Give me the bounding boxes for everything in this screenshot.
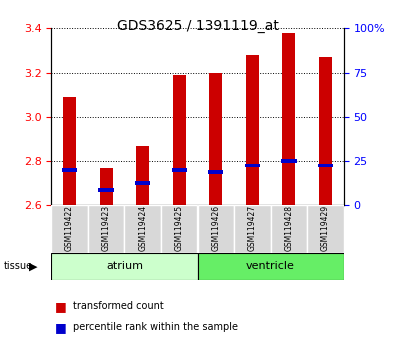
Bar bbox=[98, 188, 114, 192]
Text: GSM119427: GSM119427 bbox=[248, 205, 257, 251]
Text: GSM119423: GSM119423 bbox=[102, 205, 111, 251]
Text: ■: ■ bbox=[55, 321, 67, 334]
Bar bbox=[171, 168, 187, 172]
Bar bbox=[245, 164, 260, 167]
Text: GSM119429: GSM119429 bbox=[321, 205, 330, 251]
Text: GSM119422: GSM119422 bbox=[65, 205, 74, 251]
Text: GSM119428: GSM119428 bbox=[284, 205, 293, 251]
Text: GDS3625 / 1391119_at: GDS3625 / 1391119_at bbox=[117, 19, 278, 34]
Text: GSM119425: GSM119425 bbox=[175, 205, 184, 251]
Bar bbox=[63, 97, 76, 205]
Bar bbox=[62, 168, 77, 172]
Text: percentile rank within the sample: percentile rank within the sample bbox=[73, 322, 238, 332]
Bar bbox=[100, 168, 113, 205]
Bar bbox=[281, 159, 297, 163]
Bar bbox=[282, 33, 295, 205]
Bar bbox=[161, 205, 198, 253]
Bar bbox=[319, 57, 332, 205]
Bar bbox=[51, 205, 88, 253]
Bar bbox=[307, 205, 344, 253]
Bar bbox=[198, 253, 344, 280]
Bar bbox=[198, 205, 234, 253]
Text: GSM119424: GSM119424 bbox=[138, 205, 147, 251]
Text: ▶: ▶ bbox=[29, 261, 38, 271]
Bar bbox=[318, 164, 333, 167]
Bar bbox=[246, 55, 259, 205]
Bar bbox=[135, 182, 150, 185]
Bar bbox=[51, 253, 198, 280]
Bar bbox=[173, 75, 186, 205]
Text: GSM119426: GSM119426 bbox=[211, 205, 220, 251]
Text: transformed count: transformed count bbox=[73, 301, 164, 311]
Text: ■: ■ bbox=[55, 300, 67, 313]
Bar bbox=[88, 205, 124, 253]
Text: atrium: atrium bbox=[106, 261, 143, 272]
Bar bbox=[209, 73, 222, 205]
Text: tissue: tissue bbox=[4, 261, 33, 271]
Bar bbox=[136, 145, 149, 205]
Bar bbox=[208, 170, 224, 174]
Text: ventricle: ventricle bbox=[246, 261, 295, 272]
Bar bbox=[234, 205, 271, 253]
Bar bbox=[271, 205, 307, 253]
Bar bbox=[124, 205, 161, 253]
